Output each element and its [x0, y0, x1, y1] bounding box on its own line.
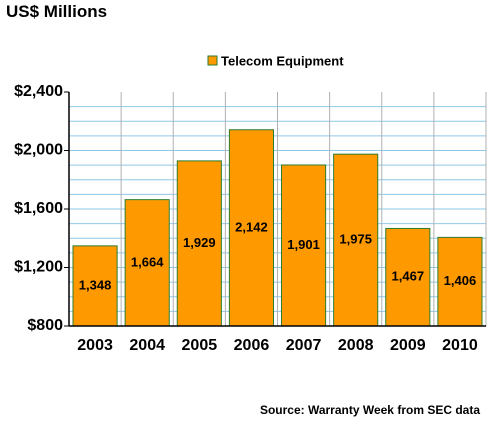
legend: Telecom Equipment — [207, 53, 344, 68]
x-tick-label: 2008 — [338, 337, 374, 354]
x-tick-label: 2005 — [182, 337, 218, 354]
y-tick-label: $1,200 — [14, 259, 63, 276]
x-tick-label: 2007 — [286, 337, 322, 354]
bar-data-label: 1,975 — [339, 232, 372, 247]
bar-data-label: 1,406 — [444, 273, 477, 288]
bar — [333, 153, 379, 327]
chart-gridlines — [69, 92, 487, 326]
source-note: Source: Warranty Week from SEC data — [259, 403, 480, 417]
bar — [124, 199, 170, 327]
y-axis-tick-labels: $800 $1,200 $1,600 $2,000 $2,400 — [14, 83, 69, 334]
bar-data-label: 1,348 — [79, 277, 112, 292]
y-tick-label: $2,400 — [14, 83, 63, 100]
bar-data-label: 1,901 — [287, 237, 320, 252]
bar-data-label: 1,929 — [183, 235, 216, 250]
y-tick-label: $2,000 — [14, 142, 63, 159]
bar-data-label: 1,467 — [392, 269, 425, 284]
bar-data-label: 2,142 — [235, 219, 268, 234]
x-tick-label: 2006 — [234, 337, 270, 354]
x-tick-label: 2003 — [77, 337, 113, 354]
bar — [437, 236, 483, 327]
legend-swatch — [207, 55, 218, 66]
x-tick-label: 2010 — [442, 337, 478, 354]
chart-title: US$ Millions — [6, 2, 108, 21]
y-tick-label: $1,600 — [14, 200, 63, 217]
x-axis-tick-labels: 2003 2004 2005 2006 2007 2008 2009 2010 — [77, 337, 478, 354]
bar-data-label: 1,664 — [131, 254, 164, 269]
x-tick-label: 2009 — [390, 337, 426, 354]
bar-series: 1,348 1,664 1,929 2,142 1,901 1,975 1,467 1,406 — [72, 129, 483, 327]
bar — [281, 164, 327, 327]
x-tick-label: 2004 — [129, 337, 165, 354]
legend-label: Telecom Equipment — [221, 53, 344, 68]
y-tick-label: $800 — [27, 317, 63, 334]
